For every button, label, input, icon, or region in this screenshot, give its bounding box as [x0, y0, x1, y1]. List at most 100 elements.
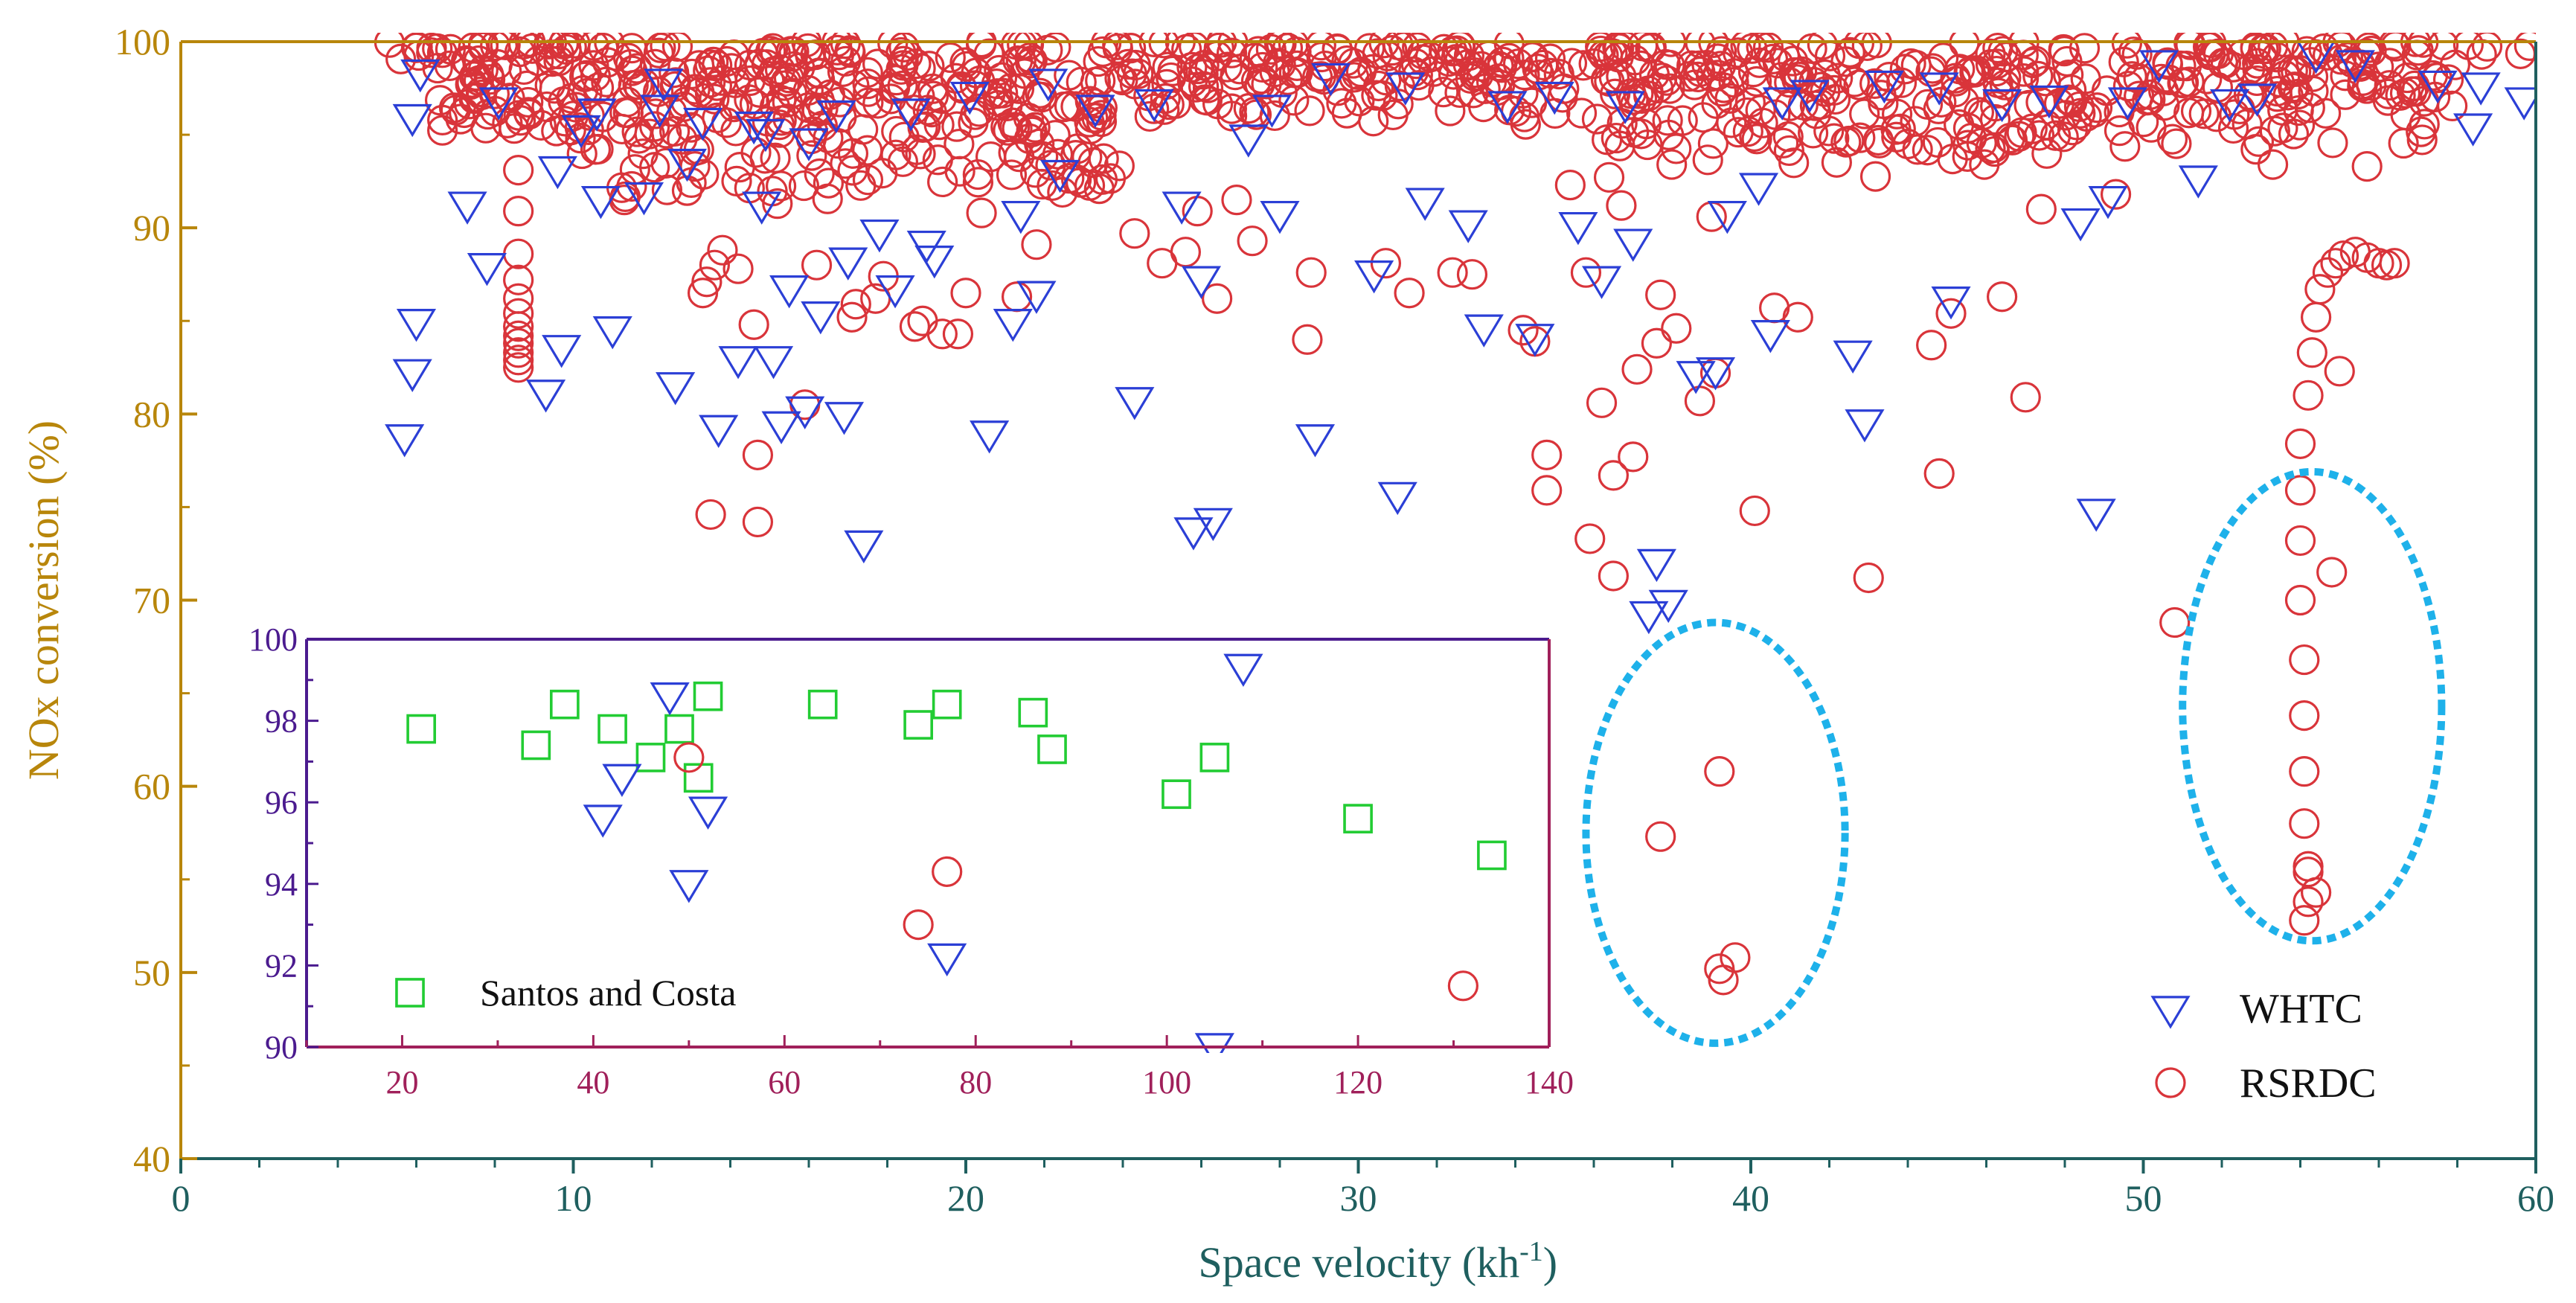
- rsrdc-point: [1508, 315, 1539, 346]
- rsrdc-point: [1282, 57, 1313, 89]
- rsrdc-point: [2240, 33, 2271, 65]
- rsrdc-point: [2374, 70, 2405, 101]
- rsrdc-point: [503, 327, 534, 359]
- rsrdc-point: [2284, 475, 2316, 506]
- x-axis-label: Space velocity (kh-1): [1199, 1236, 1558, 1287]
- rsrdc-inset-point: [673, 742, 705, 773]
- rsrdc-point: [1845, 122, 1876, 153]
- whtc-point: [2139, 50, 2179, 83]
- rsrdc-point: [1586, 387, 1618, 418]
- rsrdc-point: [1433, 45, 1464, 77]
- x-tick-label: 20: [947, 1177, 984, 1219]
- rsrdc-point: [1255, 33, 1287, 65]
- rsrdc-point: [1083, 45, 1114, 77]
- y-tick-label: 40: [133, 1138, 170, 1179]
- rsrdc-point: [723, 253, 754, 284]
- whtc-inset-point: [927, 943, 967, 977]
- rsrdc-point: [1741, 124, 1772, 155]
- rsrdc-point: [1160, 88, 1191, 119]
- rsrdc-point: [568, 61, 600, 92]
- whtc-point: [1864, 70, 1904, 104]
- rsrdc-point: [2293, 380, 2324, 411]
- rsrdc-point: [1859, 161, 1891, 192]
- y-tick-label: 100: [115, 21, 170, 63]
- whtc-point: [816, 100, 856, 134]
- rsrdc-point: [2081, 92, 2113, 124]
- rsrdc-point: [1704, 756, 1735, 787]
- legend-santos-costa-label: Santos and Costa: [480, 972, 736, 1014]
- whtc-point: [2418, 70, 2458, 104]
- rsrdc-point: [764, 54, 796, 86]
- rsrdc-point: [1821, 147, 1852, 178]
- rsrdc-point: [543, 45, 574, 77]
- rsrdc-point: [699, 83, 730, 115]
- whtc-point: [580, 185, 621, 220]
- rsrdc-point: [749, 143, 781, 174]
- rsrdc-point: [639, 152, 670, 183]
- santos-costa-point: [664, 714, 694, 744]
- rsrdc-point: [862, 48, 894, 80]
- x-axis-label-main: Space velocity (kh: [1199, 1238, 1520, 1287]
- whtc-point: [746, 118, 786, 153]
- rsrdc-point: [2234, 54, 2266, 85]
- rsrdc-point: [765, 170, 797, 202]
- legend-whtc-marker: [2150, 996, 2191, 1029]
- rsrdc-point: [1819, 123, 1850, 154]
- rsrdc-point: [1119, 68, 1151, 100]
- rsrdc-point: [792, 74, 824, 106]
- whtc-point: [1515, 324, 1555, 357]
- rsrdc-point: [1272, 64, 1304, 95]
- santos-costa-point: [1199, 743, 1230, 772]
- santos-costa-point: [1477, 840, 1507, 871]
- santos-costa-point: [635, 743, 666, 772]
- whtc-point: [1790, 80, 1830, 113]
- whtc-point: [385, 424, 425, 458]
- rsrdc-point: [2316, 557, 2348, 588]
- whtc-point: [875, 275, 915, 309]
- rsrdc-point: [836, 301, 868, 333]
- rsrdc-point: [2406, 124, 2438, 156]
- rsrdc-point: [1592, 124, 1623, 156]
- rsrdc-point: [1437, 257, 1468, 288]
- rsrdc-point: [1983, 77, 2014, 109]
- rsrdc-point: [1941, 65, 1972, 97]
- whtc-point: [400, 59, 440, 93]
- rsrdc-point: [2020, 45, 2051, 77]
- rsrdc-point: [914, 51, 945, 82]
- rsrdc-point: [503, 155, 534, 186]
- rsrdc-point: [1767, 127, 1799, 159]
- whtc-point: [970, 420, 1010, 454]
- rsrdc-point: [1774, 67, 1805, 98]
- rsrdc-point: [1220, 60, 1251, 91]
- rsrdc-point: [671, 175, 703, 206]
- rsrdc-point: [848, 114, 879, 145]
- rsrdc-point: [2390, 99, 2421, 131]
- rsrdc-point: [1623, 78, 1654, 109]
- y-tick-label: 80: [133, 393, 170, 435]
- whtc-inset-point: [669, 870, 709, 903]
- rsrdc-point: [533, 33, 565, 60]
- highlight-ellipse-2: [2179, 467, 2446, 945]
- rsrdc-point: [566, 138, 597, 170]
- rsrdc-point: [1601, 122, 1632, 154]
- rsrdc-point: [1892, 128, 1923, 160]
- whtc-point: [2107, 87, 2147, 121]
- inset-plot-area: 90 92 94 96 98 100 20 40 60 80 100 120 140 Santos and…: [249, 621, 1574, 1101]
- rsrdc-point: [2312, 257, 2344, 288]
- rsrdc-point: [2351, 151, 2383, 182]
- rsrdc-point: [1652, 105, 1683, 136]
- whtc-inset-point: [583, 804, 623, 838]
- rsrdc-point: [2008, 63, 2040, 95]
- whtc-point: [1260, 200, 1300, 234]
- rsrdc-point: [2025, 193, 2057, 225]
- rsrdc-point: [1849, 98, 1880, 129]
- rsrdc-point: [867, 158, 898, 189]
- rsrdc-point: [1554, 170, 1586, 201]
- rsrdc-point: [676, 112, 707, 143]
- rsrdc-point: [1744, 47, 1775, 78]
- rsrdc-point: [797, 116, 829, 147]
- whtc-point: [639, 95, 680, 128]
- rsrdc-point: [1598, 460, 1629, 491]
